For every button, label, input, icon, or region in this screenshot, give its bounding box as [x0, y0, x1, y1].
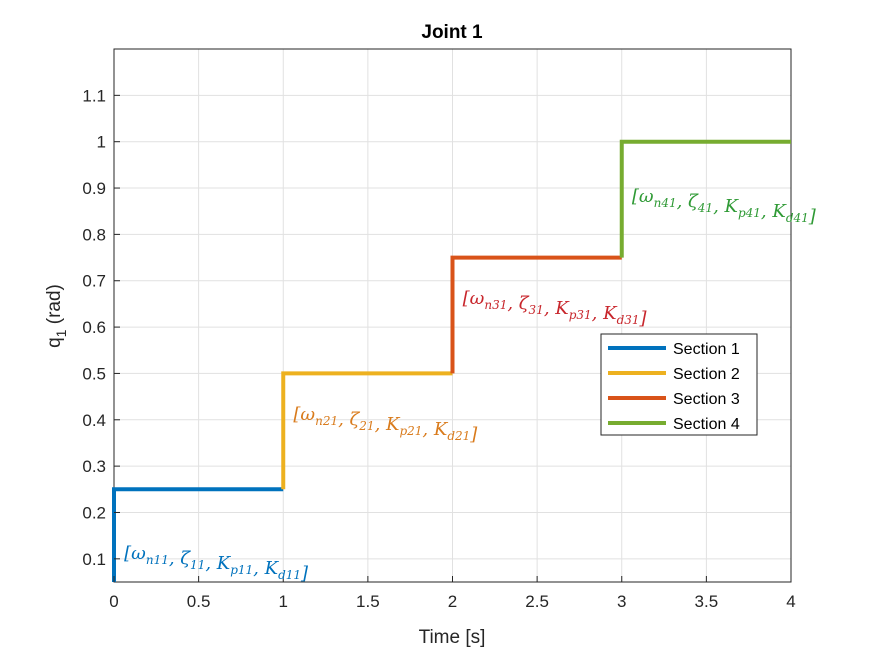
x-tick-label: 0: [109, 592, 118, 611]
y-tick-label: 0.3: [82, 457, 106, 476]
series-line-section-1: [112, 487, 284, 582]
series-line-section-3: [450, 255, 622, 374]
x-tick-label: 1.5: [356, 592, 380, 611]
x-tick-label: 2: [448, 592, 457, 611]
legend: Section 1 Section 2 Section 3 Section 4: [600, 333, 758, 436]
y-tick-label: 0.6: [82, 318, 106, 337]
y-tick-label: 0.4: [82, 411, 106, 430]
y-axis-label-main: q: [44, 337, 65, 348]
series-line-section-2: [281, 371, 453, 490]
y-tick-label: 0.2: [82, 503, 106, 522]
x-tick-label: 2.5: [525, 592, 549, 611]
x-axis-label: Time [s]: [419, 627, 486, 648]
legend-label-section-3: Section 3: [673, 391, 740, 408]
x-tick-label: 0.5: [187, 592, 211, 611]
legend-label-section-2: Section 2: [673, 366, 740, 383]
legend-label-section-1: Section 1: [673, 341, 740, 358]
annotation-section-2: [ωn21, ζ21, Kp21, Kd21]: [293, 404, 478, 445]
y-tick-label: 0.5: [82, 364, 106, 383]
series-line-section-4: [619, 139, 791, 258]
y-axis-label-group: q1 (rad): [44, 284, 69, 348]
annotation-section-3: [ωn31, ζ31, Kp31, Kd31]: [463, 288, 648, 329]
annotation-section-1: [ωn11, ζ11, Kp11, Kd11]: [124, 543, 309, 584]
chart-title: Joint 1: [421, 22, 483, 43]
x-tick-label: 3: [617, 592, 626, 611]
legend-label-section-4: Section 4: [673, 416, 740, 433]
legend-items: Section 1 Section 2 Section 3 Section 4: [608, 341, 740, 433]
y-axis-label: q1 (rad): [44, 284, 69, 348]
axis-ticks: 0 0.5 1 1.5 2 2.5 3 3.5 4 0.1 0.2 0.3 0.4 0.5 0.6 0.7 0.…: [82, 86, 795, 611]
y-tick-label: 1.1: [82, 86, 106, 105]
y-tick-label: 0.7: [82, 272, 106, 291]
series-lines: [112, 139, 791, 582]
x-tick-label: 3.5: [695, 592, 719, 611]
annotation-section-4: [ωn41, ζ41, Kp41, Kd41]: [632, 186, 817, 227]
y-axis-label-subscript: 1: [53, 329, 69, 337]
y-tick-label: 0.8: [82, 225, 106, 244]
annotations: [ωn11, ζ11, Kp11, Kd11] [ωn21, ζ21, Kp21,…: [124, 186, 817, 584]
y-axis-label-unit: (rad): [44, 284, 65, 329]
x-tick-label: 1: [279, 592, 288, 611]
y-tick-label: 0.1: [82, 550, 106, 569]
y-tick-label: 1: [97, 133, 106, 152]
y-tick-label: 0.9: [82, 179, 106, 198]
x-tick-label: 4: [786, 592, 795, 611]
legend-box: [600, 333, 758, 436]
